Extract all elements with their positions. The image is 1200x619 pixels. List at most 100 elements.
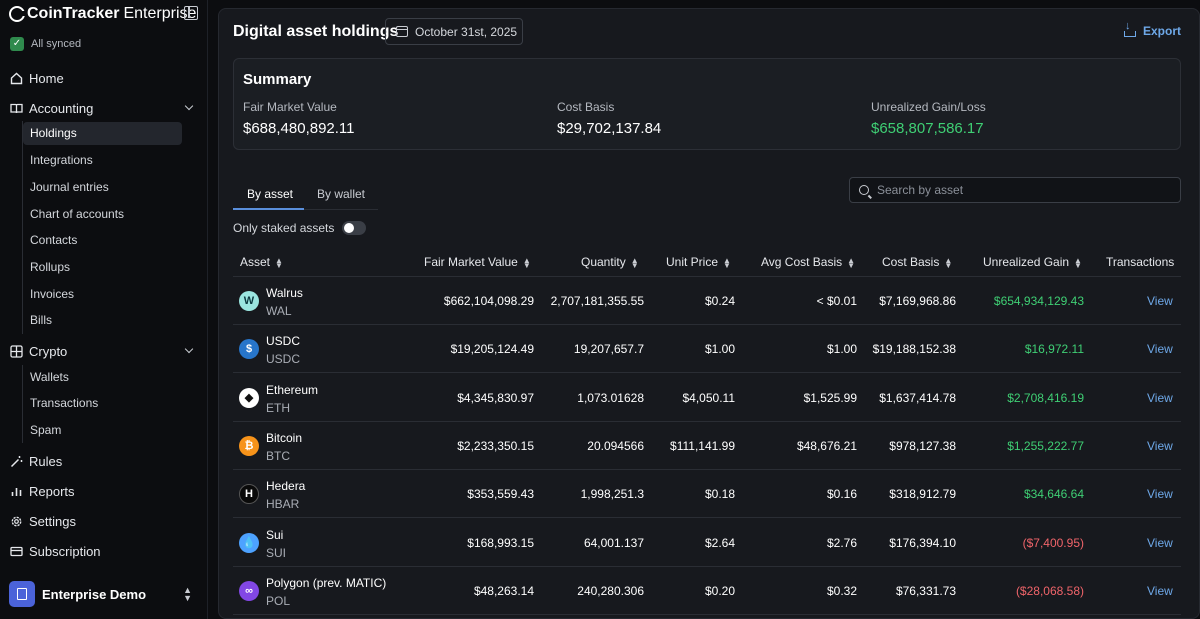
sidebar-item-invoices[interactable]: Invoices [30, 287, 75, 301]
nav-reports[interactable]: Reports [0, 479, 208, 503]
view-transactions-link[interactable]: View [1147, 342, 1173, 357]
nav-settings[interactable]: Settings [0, 509, 208, 533]
sidebar-item-rollups[interactable]: Rollups [30, 260, 71, 274]
col-unrealized-gain[interactable]: Unrealized Gain ▲ ▼ [983, 255, 1082, 270]
asset-name: Polygon (prev. MATIC) [266, 575, 387, 590]
tab-by-asset[interactable]: By asset [247, 187, 294, 201]
staked-toggle[interactable] [342, 221, 367, 235]
col-asset[interactable]: Asset ▲ ▼ [240, 255, 283, 270]
search-input[interactable] [877, 183, 1167, 197]
view-transactions-link[interactable]: View [1147, 438, 1173, 453]
nav-crypto[interactable]: Crypto [0, 339, 208, 363]
avg-cost-cell: $1.00 [826, 342, 857, 357]
quantity-cell: 20.094566 [587, 438, 644, 453]
tab-by-wallet[interactable]: By wallet [317, 187, 366, 201]
asset-symbol: BTC [266, 448, 290, 463]
asset-symbol: POL [266, 593, 291, 608]
date-picker-label: October 31st, 2025 [415, 24, 518, 39]
home-icon [10, 72, 23, 85]
sidebar-item-contacts[interactable]: Contacts [30, 233, 78, 247]
sidebar-item-integrations[interactable]: Integrations [30, 153, 93, 167]
nav-subscription[interactable]: Subscription [0, 539, 208, 563]
table-row[interactable]: ₿ Bitcoin BTC $2,233,350.15 20.094566 $111,14… [233, 422, 1181, 470]
nav-subscription-label: Subscription [29, 543, 101, 559]
fmv-cell: $48,263.14 [473, 583, 534, 598]
sidebar-item-journal-entries[interactable]: Journal entries [30, 180, 109, 194]
asset-symbol: USDC [266, 352, 301, 367]
sidebar-item-holdings[interactable]: Holdings [23, 122, 182, 145]
workspace-switcher[interactable]: Enterprise Demo ▲ ▼ [0, 575, 208, 613]
asset-icon: ◆ [239, 387, 259, 408]
nav-rules-label: Rules [29, 453, 63, 469]
table-row[interactable]: 💧 Sui SUI $168,993.15 64,001.137 $2.64 $2.76 $1… [233, 519, 1181, 567]
table-header: Asset ▲ ▼ Fair Market Value ▲ ▼ Quantity ▲ ▼ U… [233, 247, 1181, 277]
nav-crypto-guide [22, 365, 23, 443]
nav-accounting[interactable]: Accounting [0, 96, 208, 120]
asset-name: Hedera [266, 479, 306, 494]
unrealized-gain-label: Unrealized Gain/Loss [871, 100, 986, 114]
download-icon [1123, 20, 1136, 37]
table-row[interactable]: H Hedera HBAR $353,559.43 1,998,251.3 $0.18 $0… [233, 470, 1181, 519]
quantity-cell: 19,207,657.7 [573, 342, 644, 357]
sidebar-item-chart-of-accounts[interactable]: Chart of accounts [30, 207, 125, 221]
unit-price-cell: $111,141.99 [670, 438, 735, 453]
sidebar-item-transactions[interactable]: Transactions [30, 396, 99, 410]
unrealized-gain-cell: $2,708,416.19 [1007, 390, 1084, 405]
main-panel: Digital asset holdings October 31st, 202… [218, 8, 1200, 619]
asset-symbol: HBAR [266, 497, 300, 512]
sidebar-item-spam[interactable]: Spam [30, 423, 62, 437]
asset-icon: 💧 [239, 532, 259, 553]
asset-icon: H [239, 484, 259, 505]
sidebar-item-wallets[interactable]: Wallets [30, 370, 69, 384]
asset-symbol: ETH [266, 400, 290, 415]
nav-home-label: Home [29, 70, 64, 86]
col-unit-price[interactable]: Unit Price ▲ ▼ [666, 255, 731, 270]
col-cost-basis[interactable]: Cost Basis ▲ ▼ [882, 255, 953, 270]
table-row[interactable]: $ USDC USDC $19,205,124.49 19,207,657.7 $1.00… [233, 325, 1181, 374]
check-icon: ✓ [10, 37, 24, 51]
fmv-cell: $168,993.15 [467, 535, 534, 550]
sort-icon: ▲ ▼ [847, 255, 856, 270]
cost-basis-cell: $978,127.38 [889, 438, 956, 453]
brand-logo[interactable]: CoinTracker Enterprise [9, 5, 196, 23]
nav-rules[interactable]: Rules [0, 449, 208, 473]
col-avg-cost-basis[interactable]: Avg Cost Basis ▲ ▼ [761, 255, 856, 270]
table-row[interactable]: ∞ Polygon (prev. MATIC) POL $48,263.14 240,2… [233, 567, 1181, 615]
view-transactions-link[interactable]: View [1147, 390, 1173, 405]
unrealized-gain-cell: ($7,400.95) [1022, 535, 1084, 550]
sidebar-item-bills[interactable]: Bills [30, 313, 53, 327]
table-row[interactable]: ◆ Ethereum ETH $4,345,830.97 1,073.01628 $4,0… [233, 374, 1181, 422]
export-button[interactable]: Export [1123, 20, 1181, 38]
brand-tier: Enterprise [123, 5, 197, 22]
col-quantity[interactable]: Quantity ▲ ▼ [581, 255, 639, 270]
fmv-cell: $2,233,350.15 [457, 438, 534, 453]
table-row[interactable]: W Walrus WAL $662,104,098.29 2,707,181,355.5… [233, 277, 1181, 325]
summary-card: Summary Fair Market Value $688,480,892.1… [233, 58, 1181, 150]
view-transactions-link[interactable]: View [1147, 294, 1173, 308]
staked-filter-label: Only staked assets [233, 221, 335, 235]
chevron-down-icon[interactable] [184, 101, 194, 111]
date-picker-button[interactable]: October 31st, 2025 [385, 18, 523, 45]
cost-basis-cell: $1,637,414.78 [879, 390, 956, 405]
view-transactions-link[interactable]: View [1147, 487, 1173, 502]
view-transactions-link[interactable]: View [1147, 535, 1173, 550]
page-title: Digital asset holdings [233, 23, 399, 40]
avg-cost-cell: < $0.01 [816, 294, 857, 308]
sort-icon: ▲ ▼ [522, 255, 531, 270]
sidebar: CoinTracker Enterprise ✓ All synced Home… [0, 0, 208, 619]
chevron-down-icon[interactable] [184, 344, 194, 354]
nav-home[interactable]: Home [0, 66, 208, 90]
asset-icon: W [239, 291, 259, 311]
unit-price-cell: $4,050.11 [682, 390, 736, 405]
col-fmv[interactable]: Fair Market Value ▲ ▼ [424, 255, 531, 270]
wand-icon [10, 455, 23, 468]
avg-cost-cell: $2.76 [826, 535, 857, 550]
calendar-icon [396, 26, 408, 37]
quantity-cell: 240,280.306 [577, 583, 644, 598]
unit-price-cell: $0.20 [704, 583, 735, 598]
sidebar-toggle-icon[interactable] [184, 6, 198, 20]
gear-icon [10, 515, 23, 528]
staked-filter: Only staked assets [233, 221, 367, 235]
view-transactions-link[interactable]: View [1147, 583, 1173, 598]
view-tabs: By asset By wallet [233, 180, 378, 210]
